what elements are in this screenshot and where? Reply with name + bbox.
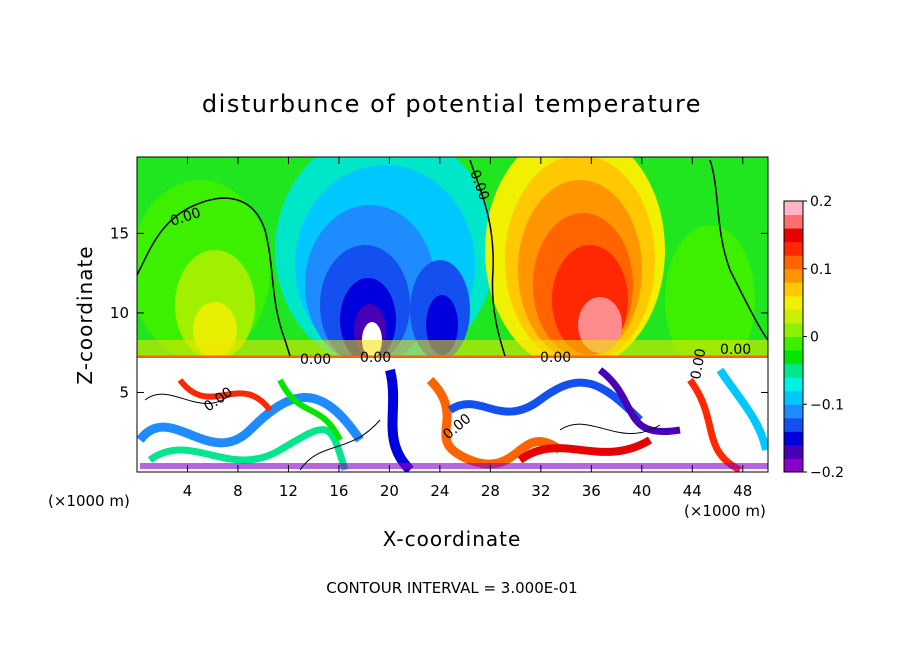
colorbar-tick-label: 0.1 [810, 262, 832, 278]
colorbar-swatch [784, 377, 803, 392]
contour-interval-note: CONTOUR INTERVAL = 3.000E-01 [326, 579, 577, 597]
colorbar-swatch [784, 363, 803, 378]
contour-label: 0.00 [540, 350, 571, 366]
x-tick-label: 36 [582, 482, 601, 500]
colorbar-swatch [784, 350, 803, 365]
turbulent-streak-10 [716, 367, 768, 451]
turbulent-streak-7 [517, 436, 653, 464]
turbulent-streak-6 [447, 378, 643, 423]
colorbar-tick-label: 0.2 [810, 194, 832, 210]
x-axis: 4 8 12 16 20 24 28 32 36 40 44 48 [183, 157, 752, 500]
contour-line-right [709, 159, 768, 341]
contour-line-left [137, 197, 291, 357]
x-unit-left: (×1000 m) [48, 492, 130, 510]
y-tick-label: 5 [119, 383, 129, 401]
x-tick-label: 28 [481, 482, 500, 500]
y-axis-label: Z-coordinate [73, 245, 97, 384]
x-tick-label: 20 [380, 482, 399, 500]
turbulent-streak-5 [426, 376, 563, 469]
field-blob-pink [578, 297, 622, 353]
x-tick-label: 48 [733, 482, 752, 500]
colorbar-frame [783, 200, 804, 473]
colorbar-swatch [784, 268, 803, 283]
colorbar-swatch [784, 282, 803, 297]
chart-title: disturbunce of potential temperature [202, 90, 702, 118]
plot-area [137, 157, 768, 472]
x-tick-label: 40 [632, 482, 651, 500]
colorbar-swatch [784, 255, 803, 270]
turbulent-streak-9 [687, 377, 742, 472]
contour-line-center [469, 159, 506, 357]
y-axis: 5 10 15 [110, 224, 768, 401]
x-tick-label: 12 [279, 482, 298, 500]
colorbar-swatch [784, 417, 803, 432]
colorbar-swatch [784, 201, 803, 216]
colorbar-swatch [784, 336, 803, 351]
colorbar-tick-label: −0.2 [810, 465, 844, 481]
colorbar-swatch [784, 444, 803, 459]
colorbar-swatch [784, 390, 803, 405]
plot-frame [136, 156, 769, 473]
colorbar-swatch [784, 431, 803, 446]
contour-label: 0.00 [688, 347, 709, 380]
x-unit-right: (×1000 m) [684, 502, 766, 520]
turbulent-streak-2 [147, 426, 349, 472]
upper-base-band [137, 340, 768, 357]
contour-line-bottom [144, 393, 661, 471]
x-tick-label: 32 [531, 482, 550, 500]
turbulent-streak-8 [597, 367, 681, 435]
colorbar-swatch [784, 228, 803, 243]
contour-label: 0.00 [720, 342, 751, 358]
colorbar-swatch [784, 309, 803, 324]
contour-label: 0.00 [360, 350, 391, 366]
colorbar-tick-label: −0.1 [810, 397, 844, 413]
turbulent-streak-3 [177, 378, 273, 412]
y-tick-label: 15 [110, 224, 129, 242]
colorbar-swatch [784, 241, 803, 256]
x-tick-label: 4 [183, 482, 193, 500]
colorbar-swatch [784, 404, 803, 419]
turbulent-streak-1 [137, 393, 364, 448]
colorbar-swatch [784, 458, 803, 473]
x-axis-label: X-coordinate [383, 527, 522, 551]
field-blob-green-right [665, 225, 755, 375]
x-tick-label: 16 [329, 482, 348, 500]
x-tick-label: 8 [233, 482, 243, 500]
colorbar-swatch [784, 322, 803, 337]
colorbar-swatch [784, 295, 803, 310]
colorbar: 0.2 0.1 0 −0.1 −0.2 [784, 194, 844, 481]
y-tick-label: 10 [110, 304, 129, 322]
contour-label: 0.00 [300, 352, 331, 368]
x-tick-label: 24 [430, 482, 449, 500]
x-tick-label: 44 [683, 482, 702, 500]
colorbar-swatch [784, 214, 803, 229]
colorbar-tick-label: 0 [810, 330, 819, 346]
turbulent-streak-4 [385, 368, 414, 472]
turbulent-streak-11 [277, 378, 343, 442]
